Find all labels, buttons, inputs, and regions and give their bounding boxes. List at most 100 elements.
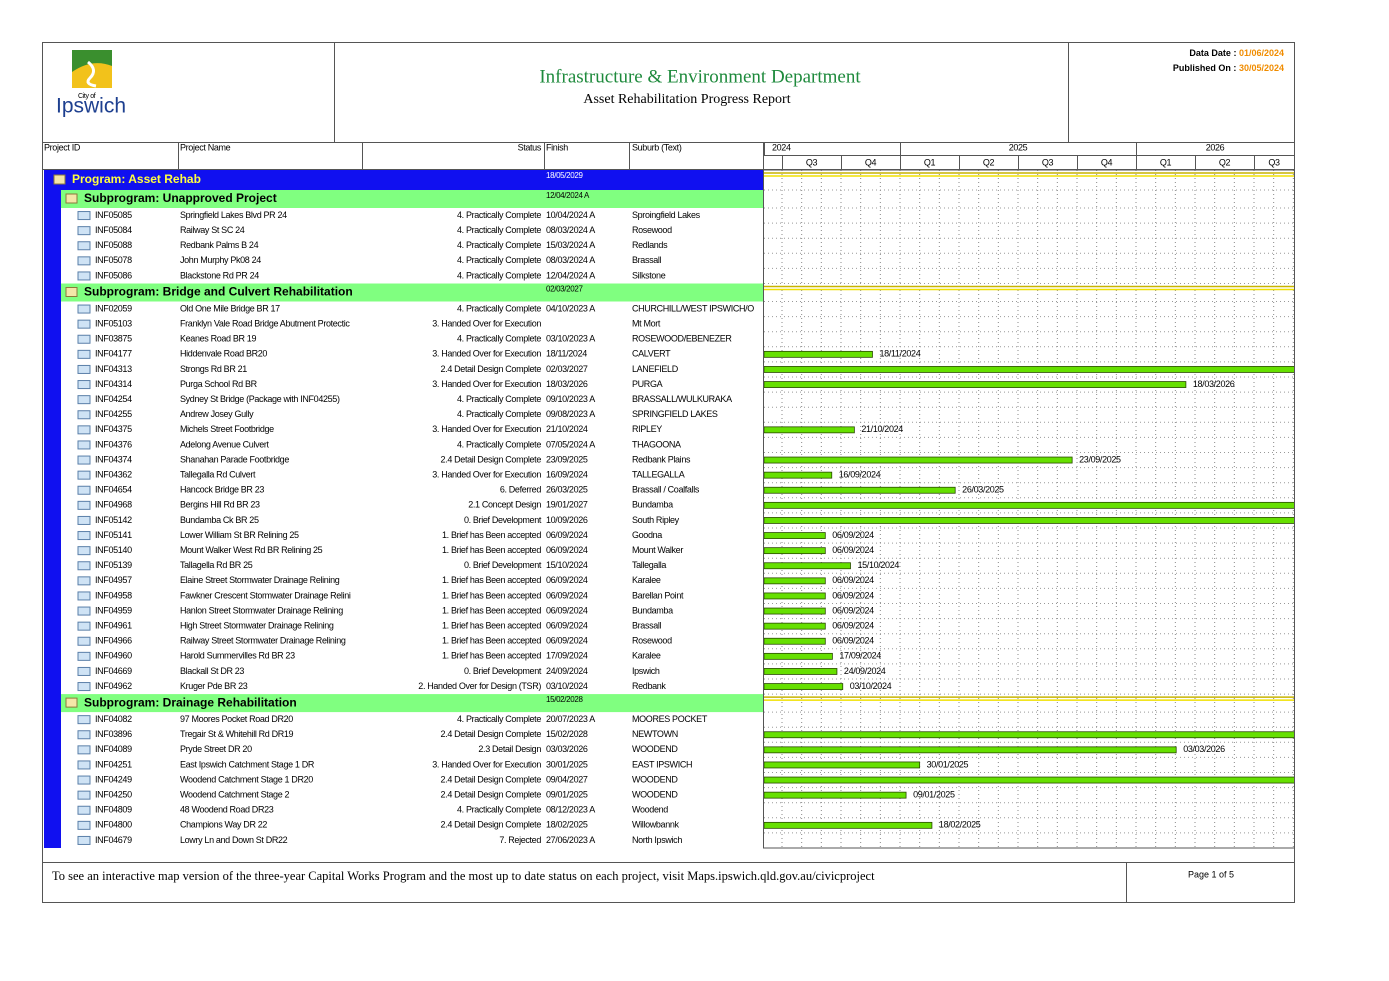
finish: 15/03/2024 A [546,240,595,250]
finish: 06/09/2024 [546,545,588,555]
finish: 06/09/2024 [546,636,588,646]
bar-label: 18/03/2026 [1193,379,1235,389]
project-id: INF05084 [95,225,132,235]
finish: 20/07/2023 A [546,714,595,724]
project-name: Tallegalla Rd Culvert [180,470,256,480]
suburb: WOODEND [632,790,678,800]
suburb: Rosewood [632,636,672,646]
status: 4. Practically Complete [457,255,541,265]
year-cell [1136,142,1295,156]
status: 2. Handed Over for Design (TSR) [418,681,541,691]
project-id: INF04962 [95,681,132,691]
column-header: Suburb (Text) [632,142,682,152]
finish: 15/02/2028 [546,729,588,739]
bar-label: 30/01/2025 [927,759,969,769]
bar-label: 21/10/2024 [861,424,903,434]
bar-label: 24/09/2024 [844,666,886,676]
status: 1. Brief has Been accepted [442,575,541,585]
project-name: Lowry Ln and Down St DR22 [180,835,288,845]
finish: 18/03/2026 [546,379,588,389]
folder-icon [77,561,91,571]
suburb: Redbank [632,681,666,691]
bar-label: 06/09/2024 [832,605,874,615]
project-id: INF03875 [95,334,132,344]
suburb: Mount Walker [632,545,683,555]
finish: 03/03/2026 [546,744,588,754]
gantt-bar [764,592,826,600]
finish: 06/09/2024 [546,530,588,540]
project-name: Shanahan Parade Footbridge [180,454,289,464]
project-name: Hancock Bridge BR 23 [180,485,264,495]
finish: 27/06/2023 A [546,835,595,845]
title: Infrastructure & Environment Department [539,66,861,87]
suburb: RIPLEY [632,424,662,434]
project-id: INF04958 [95,590,132,600]
suburb: Silkstone [632,270,666,280]
finish: 26/03/2025 [546,485,588,495]
finish: 08/03/2024 A [546,225,595,235]
folder-icon [77,334,91,344]
folder-icon [77,395,91,405]
project-id: INF05086 [95,270,132,280]
finish: 03/10/2024 [546,681,588,691]
project-name: 97 Moores Pocket Road DR20 [180,714,293,724]
gantt-bar [764,577,826,585]
project-id: INF02059 [95,303,132,313]
summary-icon [53,174,66,185]
project-id: INF04968 [95,500,132,510]
suburb: ROSEWOOD/EBENEZER [632,334,732,344]
folder-icon [77,304,91,314]
project-name: Hanlon Street Stormwater Drainage Relini… [180,605,343,615]
subprogram-label: Subprogram: Unapproved Project [84,191,277,205]
folder-icon [77,349,91,359]
published-value: 30/05/2024 [1239,63,1284,73]
project-name: Purga School Rd BR [180,379,258,389]
folder-icon [77,715,91,725]
quarter-label: Q2 [1219,157,1231,167]
status: 3. Handed Over for Execution [432,470,541,480]
project-name: Springfield Lakes Blvd PR 24 [180,210,287,220]
bar-label: 06/09/2024 [832,575,874,585]
bar-label: 06/09/2024 [832,530,874,540]
suburb: Brassall [632,621,662,631]
folder-icon [77,636,91,646]
gantt-bar [764,652,833,660]
column-header: Project ID [44,142,81,152]
project-name: Elaine Street Stormwater Drainage Relini… [180,575,340,585]
project-name: Fawkner Crescent Stormwater Drainage Rel… [180,590,351,600]
gantt-bar [764,637,826,645]
summary-finish: 12/04/2024 A [546,191,590,200]
data-date-label: Data Date : [1189,48,1236,58]
bar-label: 06/09/2024 [832,621,874,631]
gantt-bar [764,668,838,675]
suburb: MOORES POCKET [632,714,708,724]
folder-icon [77,380,91,390]
project-id: INF04177 [95,349,132,359]
project-name: Tregair St & Whitehill Rd DR19 [180,729,294,739]
project-id: INF04960 [95,651,132,661]
column-header: Finish [546,142,568,152]
status: 1. Brief has Been accepted [442,651,541,661]
project-name: Adelong Avenue Culvert [180,439,270,449]
status: 1. Brief has Been accepted [442,530,541,540]
bar-label: 03/10/2024 [850,681,892,691]
quarter-label: Q3 [1268,157,1280,167]
summary-icon [65,287,78,297]
suburb: South Ripley [632,515,680,525]
project-id: INF05142 [95,515,132,525]
project-id: INF04313 [95,364,132,374]
project-name: High Street Stormwater Drainage Relining [180,621,334,631]
quarter-label: Q4 [865,157,877,167]
logo: City of Ipswich [56,50,126,118]
project-id: INF04375 [95,424,132,434]
folder-icon [77,485,91,495]
year-label: 2024 [772,142,791,152]
status: 2.4 Detail Design Complete [441,820,542,830]
status: 0. Brief Development [464,560,542,570]
gantt-bar [764,486,956,494]
project-id: INF04966 [95,636,132,646]
finish: 08/12/2023 A [546,805,595,815]
folder-icon [77,576,91,586]
status: 4. Practically Complete [457,303,541,313]
subprogram-row [61,694,763,713]
